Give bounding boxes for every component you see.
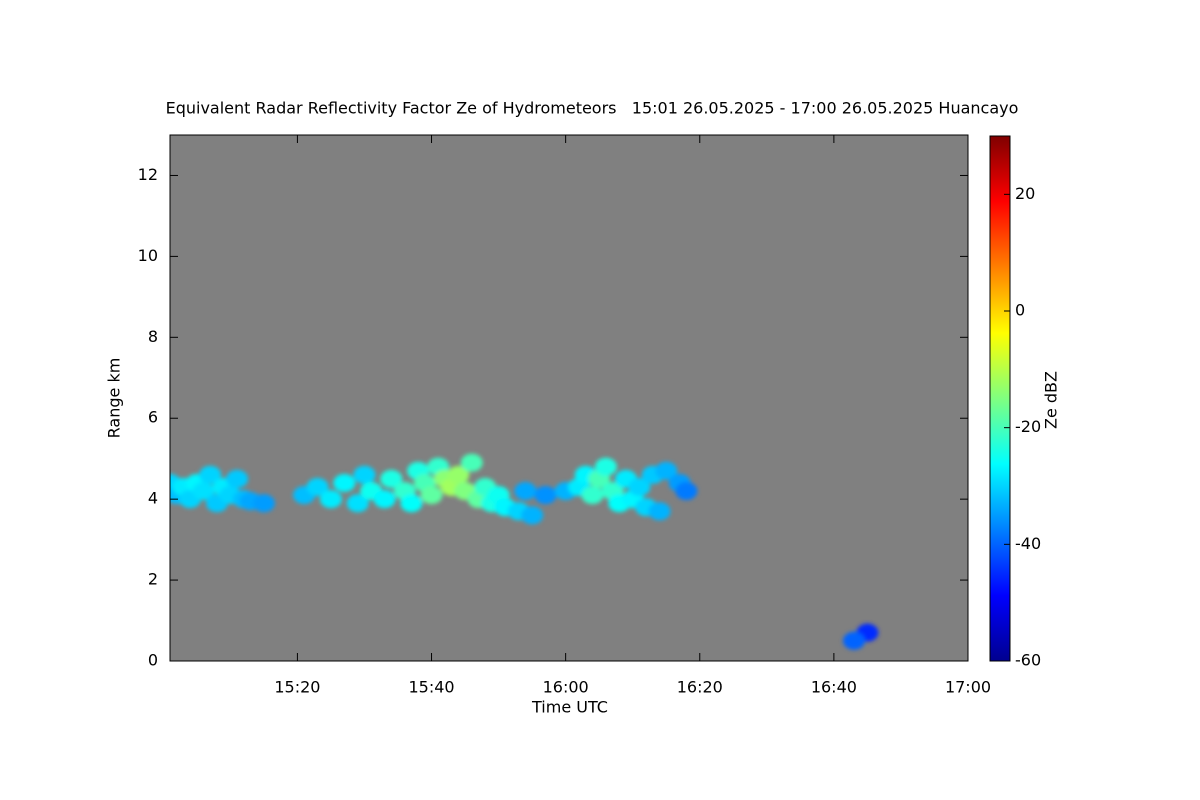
y-tick-label: 10 <box>138 246 158 265</box>
x-tick-label: 15:20 <box>274 678 320 697</box>
reflectivity-cell <box>648 502 671 521</box>
y-tick-label: 12 <box>138 165 158 184</box>
reflectivity-cell <box>319 490 342 509</box>
reflectivity-cell <box>226 469 249 488</box>
reflectivity-cell <box>306 478 329 497</box>
reflectivity-cell <box>534 486 557 505</box>
reflectivity-cell <box>353 465 376 484</box>
colorbar-tick-label: -60 <box>1015 651 1041 670</box>
reflectivity-cell <box>333 473 356 492</box>
colorbar-tick-label: -20 <box>1015 417 1041 436</box>
reflectivity-cell <box>521 506 544 525</box>
reflectivity-cell <box>420 486 443 505</box>
colorbar <box>989 135 1011 662</box>
chart-title: Equivalent Radar Reflectivity Factor Ze … <box>166 99 1019 118</box>
reflectivity-cell <box>346 494 369 513</box>
colorbar-tick-label: -40 <box>1015 534 1041 553</box>
reflectivity-cell <box>514 482 537 501</box>
reflectivity-cell <box>581 486 604 505</box>
reflectivity-cell <box>628 478 651 497</box>
reflectivity-cell <box>447 465 470 484</box>
colorbar-tick-label: 20 <box>1015 184 1035 203</box>
x-tick-label: 16:40 <box>811 678 857 697</box>
reflectivity-cell <box>400 494 423 513</box>
y-tick-label: 8 <box>148 327 158 346</box>
reflectivity-cell <box>373 490 396 509</box>
data-layer <box>170 453 879 650</box>
reflectivity-cell <box>655 461 678 480</box>
reflectivity-cell <box>192 482 215 501</box>
x-axis-label: Time UTC <box>531 698 608 717</box>
y-tick-label: 6 <box>148 408 158 427</box>
y-axis-label: Range km <box>105 358 124 439</box>
y-tick-label: 0 <box>148 651 158 670</box>
reflectivity-cell <box>843 631 865 650</box>
x-tick-label: 16:00 <box>543 678 589 697</box>
reflectivity-cell <box>252 494 275 513</box>
plot-area <box>170 135 968 661</box>
reflectivity-cell <box>460 453 483 472</box>
plot-frame <box>169 134 969 662</box>
reflectivity-cell <box>675 482 698 501</box>
reflectivity-cell <box>594 457 617 476</box>
reflectivity-cell <box>199 465 222 484</box>
y-tick-label: 2 <box>148 570 158 589</box>
reflectivity-cell <box>380 469 403 488</box>
colorbar-tick-label: 0 <box>1015 301 1025 320</box>
y-tick-label: 4 <box>148 489 158 508</box>
x-tick-label: 15:40 <box>408 678 454 697</box>
colorbar-label: Ze dBZ <box>1042 371 1061 429</box>
x-tick-label: 16:20 <box>677 678 723 697</box>
x-tick-label: 17:00 <box>945 678 991 697</box>
